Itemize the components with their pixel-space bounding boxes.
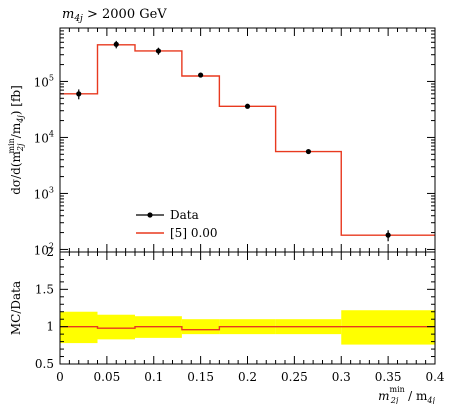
x-tick-label: 0.3: [332, 370, 351, 384]
data-point: [155, 47, 162, 55]
data-marker: [305, 148, 312, 155]
ratio-y-axis: 0.5 1 1.5 2: [35, 245, 435, 371]
data-point: [244, 103, 251, 109]
band-segment: [60, 311, 98, 344]
legend-data-marker: [147, 212, 153, 218]
ratio-y-tick-label: 1: [46, 320, 54, 334]
data-marker: [113, 41, 119, 47]
data-point: [198, 72, 204, 78]
data-marker: [385, 232, 391, 238]
band-segment: [181, 319, 220, 335]
y-tick-label: 103: [34, 185, 54, 201]
data-point: [76, 89, 82, 100]
data-marker: [244, 103, 251, 109]
data-point: [113, 40, 119, 49]
main-y-axis: 102 103 104 105: [34, 27, 435, 257]
main-y-axis-label: dσ/d(m2jmin/m4j) [fb]: [7, 85, 25, 195]
y-tick-label: 104: [34, 129, 54, 145]
ratio-y-tick-label: 2: [46, 245, 54, 259]
x-tick-label: 0.4: [425, 370, 444, 384]
mc-step-line: [60, 44, 435, 236]
main-plot: 102 103 104 105: [34, 27, 436, 257]
main-plot-frame: [59, 27, 436, 253]
x-tick-label: 0.35: [375, 370, 402, 384]
legend-data-label: Data: [170, 208, 199, 222]
x-axis: 0 0.05 0.1 0.15 0.2 0.25 0.3 0.35 0.4: [56, 252, 445, 384]
x-tick-label: 0.15: [187, 370, 214, 384]
x-tick-label: 0: [56, 370, 64, 384]
data-points: [76, 40, 391, 242]
band-segment: [341, 310, 435, 345]
ratio-y-axis-label: MC/Data: [9, 281, 23, 335]
ratio-plot: 0.5 1 1.5 2 0 0.05 0.1 0.15 0.2 0.25 0.3 0.35 0.4: [35, 245, 445, 384]
x-axis-label: mmin 2j / m4j: [378, 385, 435, 404]
x-tick-label: 0.1: [144, 370, 163, 384]
ratio-uncertainty-band: [60, 310, 435, 345]
data-marker: [76, 91, 82, 97]
ratio-plot-frame: [59, 251, 436, 365]
legend-mc-label: [5] 0.00: [170, 226, 218, 240]
ratio-step-line: [60, 325, 435, 331]
legend-entry-mc: [5] 0.00: [136, 226, 218, 240]
x-tick-label: 0.2: [238, 370, 257, 384]
x-tick-label: 0.05: [94, 370, 121, 384]
main-x-ticks: [59, 28, 436, 252]
legend: Data [5] 0.00: [136, 208, 218, 240]
ratio-line: [60, 325, 435, 331]
legend-entry-data: Data: [136, 208, 199, 222]
ratio-y-tick-label: 1.5: [35, 282, 54, 296]
band-segment: [97, 314, 135, 340]
data-point: [385, 230, 391, 242]
data-marker: [155, 48, 162, 54]
chart-title: m4j > 2000 GeV: [62, 7, 167, 24]
y-tick-label: 105: [34, 73, 54, 89]
y-tick-label: 102: [34, 241, 54, 257]
x-tick-label: 0.25: [281, 370, 308, 384]
mc-histogram: [60, 44, 435, 236]
data-marker: [198, 72, 204, 78]
data-point: [305, 148, 312, 155]
ratio-y-tick-label: 0.5: [35, 357, 54, 371]
